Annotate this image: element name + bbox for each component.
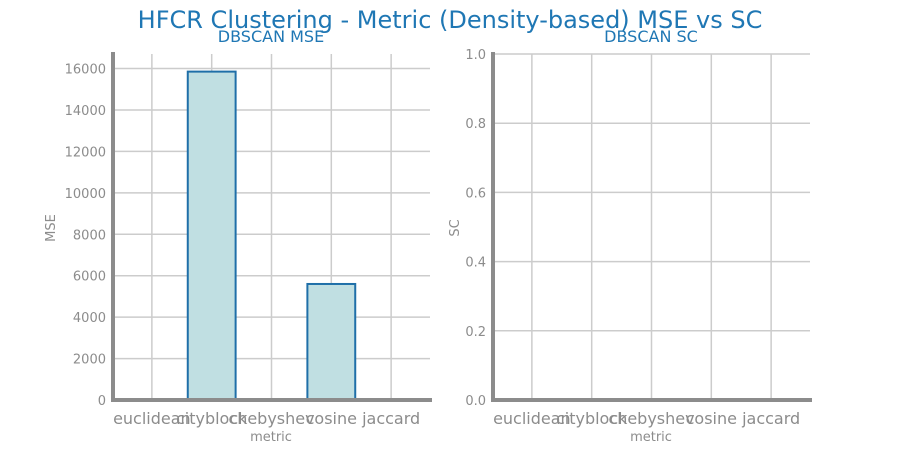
- mse-ytick-label: 8000: [73, 228, 106, 243]
- mse-chart-title: DBSCAN MSE: [218, 27, 324, 46]
- sc-xtick-label: chebyshev: [608, 409, 694, 428]
- mse-xtick-label: jaccard: [361, 409, 420, 428]
- mse-ytick-label: 12000: [65, 145, 106, 160]
- figure-title: HFCR Clustering - Metric (Density-based)…: [138, 6, 763, 34]
- mse-bar-cityblock: [186, 70, 237, 401]
- mse-chart-ylabel: MSE: [44, 214, 59, 242]
- mse-ytick-label: 16000: [65, 63, 106, 78]
- sc-chart-panel: DBSCAN SC metric SC 0.0 0.2 0.4 0.6 0.8 1.0 eu…: [448, 27, 812, 445]
- sc-ytick-label: 0.2: [465, 325, 486, 340]
- mse-xtick-label: cosine: [306, 409, 357, 428]
- mse-ytick-label: 4000: [73, 311, 106, 326]
- mse-chart-panel: DBSCAN MSE metric MSE 0 2000 4000 6000 8000 1…: [44, 27, 432, 445]
- sc-ytick-label: 1.0: [465, 48, 486, 63]
- sc-xtick-label: cosine: [686, 409, 737, 428]
- mse-ytick-label: 6000: [73, 270, 106, 285]
- mse-chart-xlabel: metric: [250, 430, 292, 445]
- sc-ytick-label: 0.0: [465, 394, 486, 409]
- sc-chart-title: DBSCAN SC: [604, 27, 698, 46]
- sc-xtick-label: cityblock: [556, 409, 628, 428]
- mse-ytick-label: 2000: [73, 353, 106, 368]
- mse-xtick-label: chebyshev: [228, 409, 314, 428]
- sc-ytick-label: 0.6: [465, 186, 486, 201]
- sc-xtick-label: euclidean: [493, 409, 571, 428]
- sc-xtick-label: jaccard: [741, 409, 800, 428]
- mse-xtick-label: euclidean: [113, 409, 191, 428]
- mse-ytick-label: 14000: [65, 104, 106, 119]
- mse-bar-cosine: [306, 282, 357, 401]
- sc-ytick-label: 0.4: [465, 256, 486, 271]
- mse-ytick-label: 0: [98, 394, 106, 409]
- sc-chart-xlabel: metric: [630, 430, 672, 445]
- mse-xtick-label: cityblock: [176, 409, 248, 428]
- mse-ytick-label: 10000: [65, 187, 106, 202]
- sc-ytick-label: 0.8: [465, 117, 486, 132]
- sc-chart-ylabel: SC: [448, 219, 463, 236]
